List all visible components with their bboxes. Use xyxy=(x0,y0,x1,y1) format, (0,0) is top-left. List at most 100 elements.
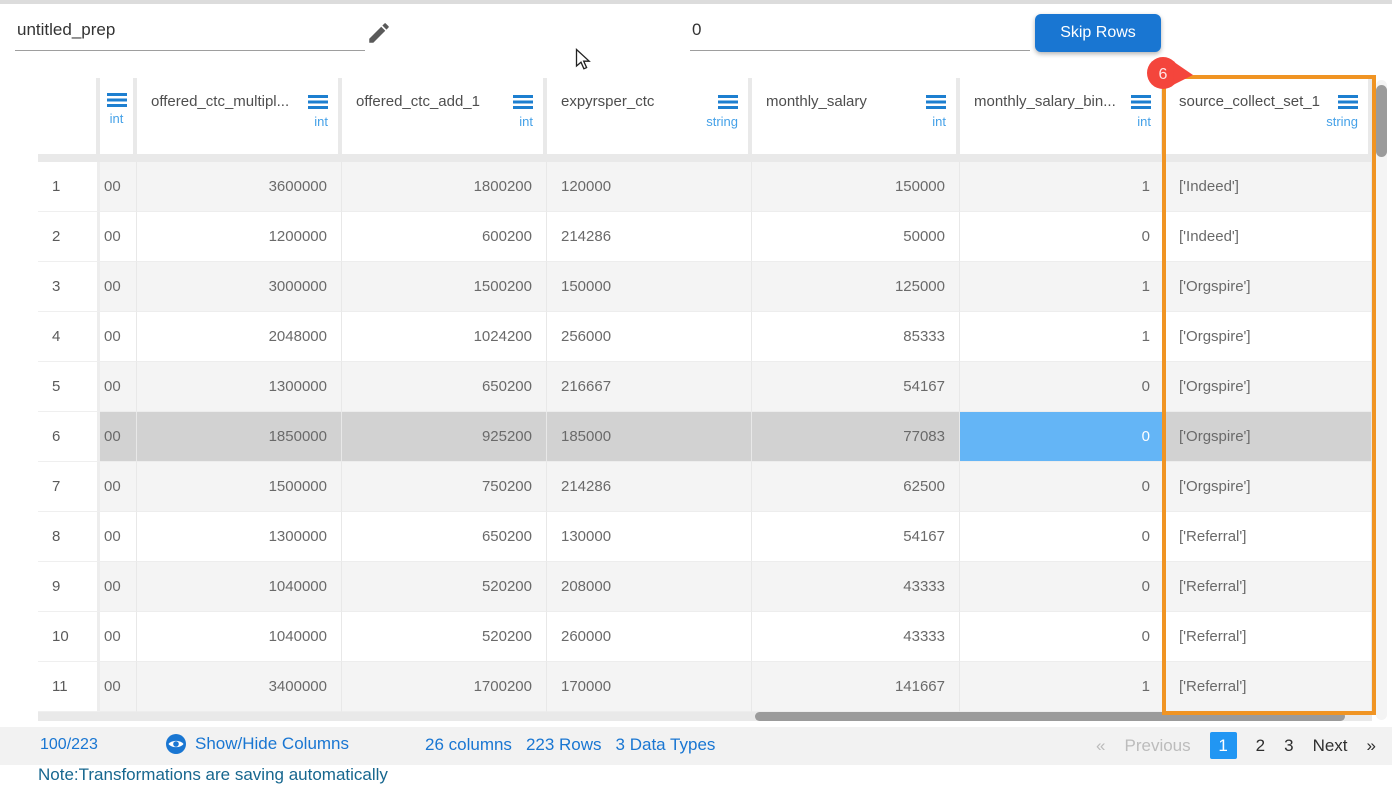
table-cell[interactable]: 260000 xyxy=(547,612,752,662)
table-cell[interactable]: 00 xyxy=(100,212,137,262)
table-cell[interactable]: 43333 xyxy=(752,612,960,662)
column-menu-icon[interactable] xyxy=(1131,94,1151,109)
table-cell[interactable]: 62500 xyxy=(752,462,960,512)
previous-arrow[interactable]: « xyxy=(1096,735,1106,755)
column-header[interactable]: monthly_salary_bin... int xyxy=(960,78,1165,154)
table-cell[interactable]: 1 xyxy=(960,162,1165,212)
table-cell[interactable]: 125000 xyxy=(752,262,960,312)
table-cell[interactable]: 216667 xyxy=(547,362,752,412)
table-cell[interactable]: 0 xyxy=(960,562,1165,612)
table-cell[interactable]: 214286 xyxy=(547,212,752,262)
table-cell[interactable]: 520200 xyxy=(342,612,547,662)
vertical-scrollbar[interactable] xyxy=(1376,80,1387,720)
table-cell[interactable]: 520200 xyxy=(342,562,547,612)
table-cell[interactable]: 00 xyxy=(100,562,137,612)
table-cell[interactable]: 750200 xyxy=(342,462,547,512)
table-cell[interactable]: 77083 xyxy=(752,412,960,462)
table-cell[interactable]: 1 xyxy=(960,312,1165,362)
column-menu-icon[interactable] xyxy=(308,94,328,109)
table-cell[interactable]: 1500200 xyxy=(342,262,547,312)
table-cell[interactable]: 1040000 xyxy=(137,562,342,612)
table-cell[interactable]: 2048000 xyxy=(137,312,342,362)
table-cell[interactable]: 0 xyxy=(960,612,1165,662)
table-cell[interactable]: 1850000 xyxy=(137,412,342,462)
table-cell[interactable]: 1 xyxy=(960,662,1165,712)
table-cell[interactable]: 1700200 xyxy=(342,662,547,712)
next-button[interactable]: Next xyxy=(1312,735,1348,755)
table-cell[interactable]: 00 xyxy=(100,412,137,462)
column-header[interactable]: monthly_salary int xyxy=(752,78,960,154)
row-number-cell[interactable]: 8 xyxy=(38,512,100,562)
page-button-1[interactable]: 1 xyxy=(1209,732,1237,759)
table-cell[interactable]: 1800200 xyxy=(342,162,547,212)
row-number-cell[interactable]: 6 xyxy=(38,412,100,462)
table-cell[interactable]: 650200 xyxy=(342,362,547,412)
table-cell[interactable]: 0 xyxy=(960,212,1165,262)
row-number-cell[interactable]: 3 xyxy=(38,262,100,312)
table-cell[interactable]: ['Orgspire'] xyxy=(1165,412,1372,462)
table-cell[interactable]: ['Indeed'] xyxy=(1165,162,1372,212)
skip-rows-button[interactable]: Skip Rows xyxy=(1035,14,1161,52)
show-hide-columns-button[interactable]: Show/Hide Columns xyxy=(165,733,349,755)
table-cell[interactable]: 00 xyxy=(100,262,137,312)
table-cell[interactable]: 150000 xyxy=(752,162,960,212)
column-header[interactable]: offered_ctc_multipl... int xyxy=(137,78,342,154)
table-cell[interactable]: 150000 xyxy=(547,262,752,312)
table-cell[interactable]: 141667 xyxy=(752,662,960,712)
table-cell[interactable]: 1500000 xyxy=(137,462,342,512)
table-cell[interactable]: 170000 xyxy=(547,662,752,712)
row-number-cell[interactable]: 9 xyxy=(38,562,100,612)
previous-button[interactable]: Previous xyxy=(1124,735,1191,755)
table-cell[interactable]: 1040000 xyxy=(137,612,342,662)
table-cell[interactable]: 1200000 xyxy=(137,212,342,262)
row-number-cell[interactable]: 10 xyxy=(38,612,100,662)
table-cell[interactable]: 925200 xyxy=(342,412,547,462)
table-cell[interactable]: 3600000 xyxy=(137,162,342,212)
table-cell[interactable]: 120000 xyxy=(547,162,752,212)
row-number-cell[interactable]: 5 xyxy=(38,362,100,412)
table-cell[interactable]: ['Orgspire'] xyxy=(1165,362,1372,412)
row-number-cell[interactable]: 1 xyxy=(38,162,100,212)
row-number-cell[interactable]: 4 xyxy=(38,312,100,362)
table-cell[interactable]: 54167 xyxy=(752,362,960,412)
table-cell[interactable]: ['Referral'] xyxy=(1165,662,1372,712)
table-cell[interactable]: ['Orgspire'] xyxy=(1165,312,1372,362)
page-button-2[interactable]: 2 xyxy=(1255,735,1266,755)
table-cell[interactable]: 43333 xyxy=(752,562,960,612)
table-cell[interactable]: 0 xyxy=(960,512,1165,562)
table-cell[interactable]: ['Indeed'] xyxy=(1165,212,1372,262)
table-cell[interactable]: 214286 xyxy=(547,462,752,512)
table-cell[interactable]: 0 xyxy=(960,462,1165,512)
table-cell[interactable]: ['Orgspire'] xyxy=(1165,262,1372,312)
table-cell[interactable]: 600200 xyxy=(342,212,547,262)
table-cell[interactable]: 85333 xyxy=(752,312,960,362)
page-button-3[interactable]: 3 xyxy=(1284,735,1294,755)
column-header[interactable]: int xyxy=(100,78,137,154)
table-cell[interactable]: ['Orgspire'] xyxy=(1165,462,1372,512)
dataset-name-input[interactable] xyxy=(15,12,365,51)
row-number-cell[interactable]: 2 xyxy=(38,212,100,262)
table-cell[interactable]: ['Referral'] xyxy=(1165,612,1372,662)
table-cell[interactable]: 54167 xyxy=(752,512,960,562)
column-header[interactable]: expyrsper_ctc string xyxy=(547,78,752,154)
next-arrow[interactable]: » xyxy=(1366,735,1376,755)
table-cell[interactable]: 00 xyxy=(100,462,137,512)
table-cell[interactable]: 1 xyxy=(960,262,1165,312)
table-cell[interactable]: 1300000 xyxy=(137,512,342,562)
horizontal-scrollbar[interactable] xyxy=(38,712,1372,721)
table-cell[interactable]: 00 xyxy=(100,512,137,562)
table-cell[interactable]: ['Referral'] xyxy=(1165,562,1372,612)
table-cell[interactable]: 00 xyxy=(100,162,137,212)
table-cell[interactable]: 3400000 xyxy=(137,662,342,712)
table-cell[interactable]: 00 xyxy=(100,362,137,412)
column-menu-icon[interactable] xyxy=(718,94,738,109)
table-cell[interactable]: 0 xyxy=(960,362,1165,412)
column-menu-icon[interactable] xyxy=(106,93,127,107)
column-header[interactable]: source_collect_set_1 string xyxy=(1165,78,1372,154)
vertical-scrollbar-thumb[interactable] xyxy=(1376,85,1387,157)
table-cell[interactable]: 1024200 xyxy=(342,312,547,362)
column-menu-icon[interactable] xyxy=(513,94,533,109)
table-cell[interactable]: 130000 xyxy=(547,512,752,562)
table-cell[interactable]: 00 xyxy=(100,662,137,712)
table-cell[interactable]: 00 xyxy=(100,612,137,662)
